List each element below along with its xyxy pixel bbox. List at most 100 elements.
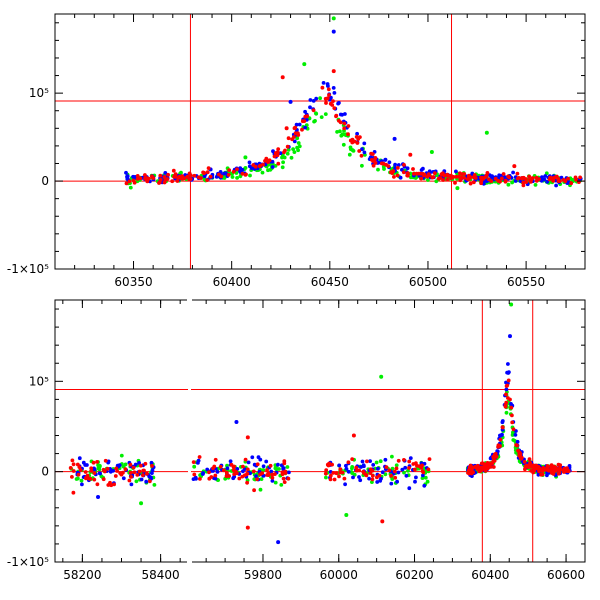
x-tick-label: 60400 [213,275,251,289]
red-data-point [261,162,265,167]
red-data-point [491,465,496,469]
red-data-point [102,469,107,474]
red-data-point [106,483,111,487]
red-data-point [506,396,510,400]
red-data-point [420,463,424,468]
blue-data-point [149,460,154,465]
red-data-point [503,404,508,409]
red-data-point [121,470,125,475]
red-data-point [370,477,375,482]
red-data-point [71,490,76,495]
red-data-point [150,464,154,468]
red-data-point [365,459,369,464]
blue-data-point [383,158,388,162]
green-data-point [230,175,235,179]
red-data-point [334,113,339,118]
green-data-point [426,178,430,182]
red-data-point [88,476,93,481]
green-data-point [342,132,347,137]
blue-data-point [358,478,363,483]
blue-data-point [321,81,326,85]
red-data-point [327,93,331,97]
blue-data-point [346,469,351,474]
red-data-point [340,470,345,475]
red-data-point [227,168,232,173]
red-outlier-point [280,75,285,80]
red-data-point [209,475,214,479]
blue-data-point [150,471,154,475]
red-data-point [504,392,508,397]
red-data-point [539,472,544,477]
blue-data-point [215,470,220,474]
red-data-point [68,466,73,470]
green-data-point [394,463,399,468]
red-data-point [282,150,286,155]
blue-data-point [131,174,136,179]
blue-data-point [403,465,408,470]
blue-data-point [387,160,392,165]
blue-data-point [380,470,385,475]
blue-data-point [343,482,347,487]
blue-data-point [389,481,394,486]
red-data-point [472,180,476,185]
red-data-point [142,468,146,473]
red-data-point [217,172,221,177]
red-data-point [480,175,485,180]
x-tick-label: 60600 [547,568,585,582]
red-data-point [342,121,347,126]
red-data-point [265,473,270,477]
blue-data-point [360,147,364,152]
blue-data-point [454,169,458,174]
green-data-point [360,163,364,168]
red-data-point [484,173,489,178]
blue-data-point [111,468,115,473]
red-data-point [338,467,343,471]
red-data-point [426,467,431,472]
red-data-point [350,137,355,142]
blue-data-point [543,174,548,178]
red-data-point [487,177,491,182]
red-data-point [482,465,487,470]
blue-data-point [413,479,417,484]
red-data-point [541,466,546,470]
red-data-point [70,458,75,463]
blue-data-point [247,160,252,165]
red-data-point [427,457,432,461]
blue-data-point [314,96,319,101]
red-data-point [311,108,316,113]
red-data-point [71,462,76,467]
red-data-point [234,471,239,476]
red-data-point [491,456,496,461]
red-data-point [84,476,88,481]
red-data-point [196,175,201,180]
red-data-point [361,469,366,474]
red-data-point [205,178,210,183]
red-data-point [394,466,399,471]
green-data-point [74,477,79,481]
blue-data-point [396,470,401,475]
red-data-point [523,467,527,472]
red-data-point [355,141,360,145]
red-data-point [469,467,474,472]
red-data-point [201,170,206,175]
green-data-point [390,466,395,471]
blue-outlier-point [276,540,281,545]
green-data-point [286,148,291,152]
red-data-point [135,174,140,178]
red-data-point [384,465,389,469]
red-data-point [524,177,528,181]
bottom-panel: 58200 58400 59800 60000 60200 60400 60600 -1×10… [7,297,586,582]
red-data-point [528,460,532,465]
green-data-point [285,465,290,469]
blue-data-point [337,463,342,468]
red-data-point [527,457,532,461]
green-data-point [533,183,538,187]
red-data-point [501,172,506,176]
red-data-point [332,477,337,482]
red-data-point [510,420,515,425]
red-data-point [488,465,493,469]
red-data-point [530,176,535,180]
red-data-point [206,166,211,171]
green-data-point [376,167,380,172]
blue-data-point [133,462,138,467]
